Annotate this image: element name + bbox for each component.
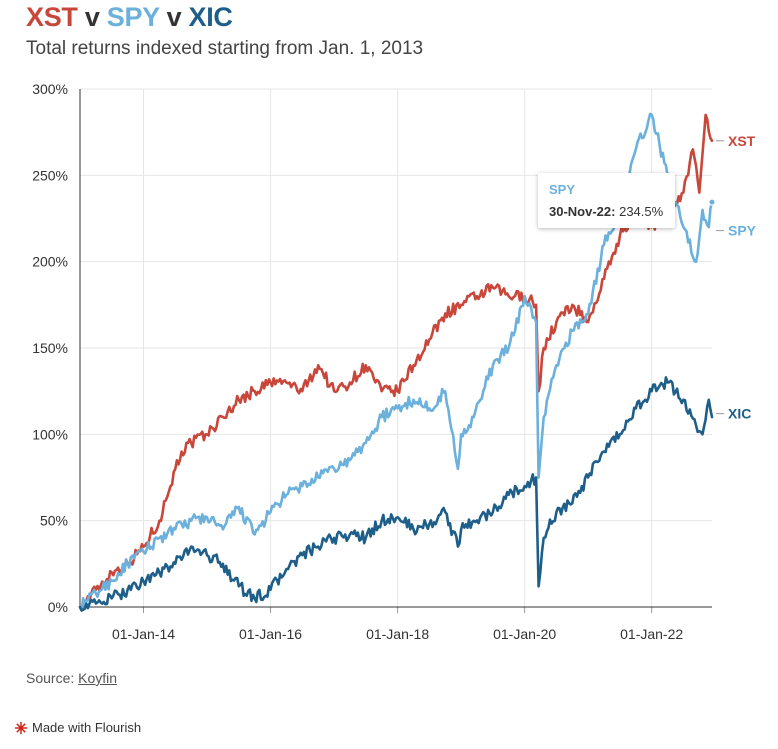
tooltip-date: 30-Nov-22: (549, 204, 616, 219)
y-tick-label: 100% (32, 426, 68, 442)
tooltip-value: 234.5% (619, 204, 664, 219)
flourish-logo-icon (15, 721, 27, 734)
title-separator-1: v (77, 2, 107, 32)
series-end-labels: XST SPY XIC (716, 133, 757, 422)
made-with-flourish-text: Made with Flourish (32, 720, 142, 735)
y-tick-label: 150% (32, 340, 68, 356)
chart-title: XST v SPY v XIC (26, 2, 233, 33)
source-link[interactable]: Koyfin (78, 670, 118, 686)
x-tick-label: 01-Jan-22 (620, 626, 683, 642)
end-label-xic: XIC (728, 406, 751, 422)
y-tick-label: 200% (32, 254, 68, 270)
series-line-spy[interactable] (78, 112, 714, 612)
x-tick-label: 01-Jan-16 (239, 626, 302, 642)
x-tick-label: 01-Jan-18 (366, 626, 429, 642)
chart-subtitle: Total returns indexed starting from Jan.… (26, 38, 424, 59)
series-line-xst[interactable] (78, 113, 714, 612)
tooltip-marker (708, 198, 716, 206)
series-line-xic[interactable] (78, 376, 714, 612)
tooltip-series: SPY (549, 182, 576, 197)
x-tick-label: 01-Jan-20 (493, 626, 556, 642)
title-xic: XIC (188, 2, 233, 32)
y-tick-label: 50% (40, 513, 68, 529)
title-xst: XST (26, 2, 78, 32)
y-tick-label: 300% (32, 81, 68, 97)
y-tick-label: 250% (32, 167, 68, 183)
source-prefix: Source: (26, 670, 79, 686)
y-tick-label: 0% (48, 599, 68, 615)
title-separator-2: v (159, 2, 189, 32)
series-lines[interactable] (78, 112, 716, 612)
end-label-spy: SPY (728, 223, 757, 239)
axes: 0% 50% 100% 150% 200% 250% 300% 01-Jan-14 01-Jan… (32, 81, 712, 642)
hover-tooltip: SPY 30-Nov-22: 234.5% (538, 173, 676, 228)
source-note: Source: Koyfin (26, 670, 117, 686)
title-spy: SPY (106, 2, 160, 32)
tooltip-row: 30-Nov-22: 234.5% (549, 204, 663, 219)
x-tick-label: 01-Jan-14 (112, 626, 175, 642)
line-chart: 0% 50% 100% 150% 200% 250% 300% 01-Jan-14 01-Jan… (32, 81, 757, 642)
flourish-credit[interactable]: Made with Flourish (14, 720, 141, 735)
end-label-xst: XST (728, 133, 756, 149)
